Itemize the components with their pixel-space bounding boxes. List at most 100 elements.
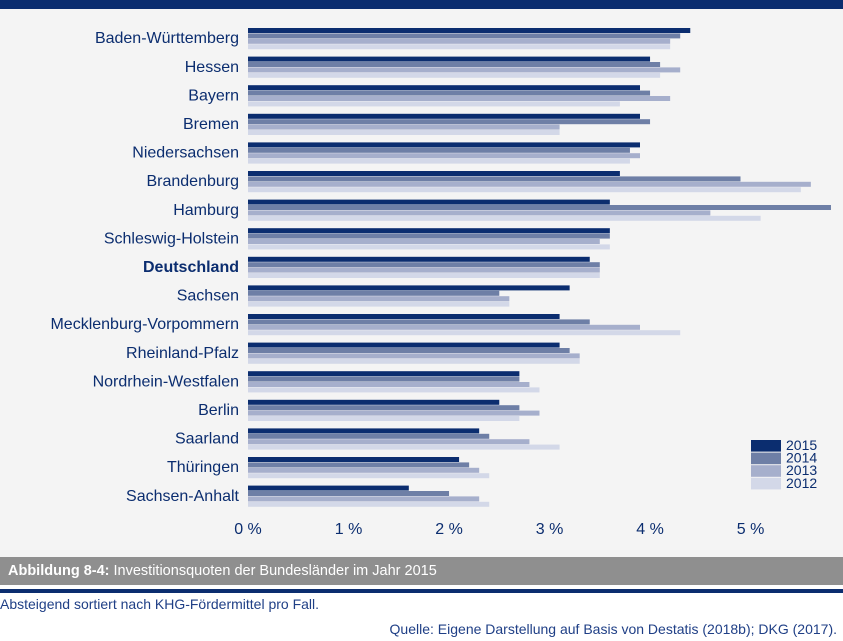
bar-deutschland-2015 bbox=[248, 256, 590, 262]
bar-bayern-2012 bbox=[248, 101, 620, 107]
bar-berlin-2013 bbox=[248, 410, 540, 416]
bar-rheinland-pfalz-2013 bbox=[248, 353, 580, 359]
bar-schleswig-holstein-2014 bbox=[248, 233, 610, 239]
bar-hessen-2015 bbox=[248, 56, 651, 62]
category-label-deutschland: Deutschland bbox=[143, 259, 239, 276]
bar-bremen-2015 bbox=[248, 113, 640, 119]
x-tick-label-5: 5 % bbox=[737, 521, 765, 538]
bar-thuringen-2014 bbox=[248, 462, 470, 468]
bar-mecklenburg-vorpommern-2012 bbox=[248, 330, 681, 336]
bar-niedersachsen-2013 bbox=[248, 153, 640, 159]
category-label-baden-wurttemberg: Baden-Württemberg bbox=[95, 30, 239, 47]
category-label-hessen: Hessen bbox=[185, 59, 239, 76]
legend-swatch-2015 bbox=[751, 440, 781, 452]
bar-baden-wurttemberg-2013 bbox=[248, 38, 671, 44]
bar-hessen-2013 bbox=[248, 67, 681, 73]
bar-thuringen-2012 bbox=[248, 473, 490, 479]
category-label-sachsen-anhalt: Sachsen-Anhalt bbox=[126, 488, 240, 505]
bar-schleswig-holstein-2012 bbox=[248, 244, 610, 250]
bar-rheinland-pfalz-2014 bbox=[248, 348, 570, 353]
category-label-thuringen: Thüringen bbox=[167, 459, 239, 476]
legend-swatch-2013 bbox=[751, 465, 781, 477]
caption-label: Abbildung 8-4: bbox=[8, 563, 110, 579]
bar-baden-wurttemberg-2012 bbox=[248, 44, 671, 50]
bar-niedersachsen-2014 bbox=[248, 147, 630, 153]
source-citation: Quelle: Eigene Darstellung auf Basis von… bbox=[389, 621, 837, 637]
bar-baden-wurttemberg-2014 bbox=[248, 33, 681, 39]
bar-sachsen-anhalt-2013 bbox=[248, 496, 480, 502]
bar-hessen-2012 bbox=[248, 72, 661, 78]
bar-hamburg-2014 bbox=[248, 205, 831, 210]
bar-saarland-2013 bbox=[248, 439, 530, 445]
category-label-brandenburg: Brandenburg bbox=[146, 173, 239, 190]
bar-niedersachsen-2015 bbox=[248, 142, 640, 148]
caption-rule bbox=[0, 589, 843, 593]
category-label-schleswig-holstein: Schleswig-Holstein bbox=[104, 230, 239, 247]
bar-nordrhein-westfalen-2012 bbox=[248, 387, 540, 393]
bar-baden-wurttemberg-2015 bbox=[248, 28, 691, 33]
bar-berlin-2014 bbox=[248, 405, 520, 411]
bar-brandenburg-2014 bbox=[248, 176, 741, 182]
bar-saarland-2012 bbox=[248, 444, 560, 450]
x-tick-label-3: 3 % bbox=[536, 521, 564, 538]
legend-swatch-2014 bbox=[751, 452, 781, 465]
category-label-mecklenburg-vorpommern: Mecklenburg-Vorpommern bbox=[50, 316, 239, 333]
caption-text: Investitionsquoten der Bundesländer im J… bbox=[109, 563, 437, 579]
x-tick-label-2: 2 % bbox=[435, 521, 463, 538]
bar-thuringen-2013 bbox=[248, 467, 480, 473]
category-label-sachsen: Sachsen bbox=[177, 288, 239, 305]
x-tick-label-0: 0 % bbox=[234, 521, 262, 538]
bar-thuringen-2015 bbox=[248, 457, 460, 462]
bar-sachsen-2013 bbox=[248, 296, 510, 302]
bar-deutschland-2012 bbox=[248, 273, 600, 278]
bar-saarland-2015 bbox=[248, 428, 480, 434]
legend-label-2012: 2012 bbox=[786, 475, 817, 491]
category-label-bremen: Bremen bbox=[183, 116, 239, 133]
bar-bayern-2014 bbox=[248, 90, 651, 96]
bar-sachsen-2012 bbox=[248, 301, 510, 307]
bar-bremen-2013 bbox=[248, 124, 560, 130]
legend-label-2013: 2013 bbox=[786, 462, 817, 478]
top-accent-bar bbox=[0, 0, 843, 9]
bar-bremen-2012 bbox=[248, 130, 560, 135]
bar-sachsen-anhalt-2015 bbox=[248, 485, 409, 491]
bar-rheinland-pfalz-2012 bbox=[248, 358, 580, 364]
bar-hamburg-2012 bbox=[248, 215, 761, 221]
category-label-berlin: Berlin bbox=[198, 402, 239, 419]
bar-berlin-2012 bbox=[248, 416, 520, 421]
bar-niedersachsen-2012 bbox=[248, 158, 630, 164]
sort-note: Absteigend sortiert nach KHG-Fördermitte… bbox=[0, 596, 320, 612]
bar-sachsen-2014 bbox=[248, 290, 500, 296]
bar-mecklenburg-vorpommern-2013 bbox=[248, 324, 640, 330]
category-label-bayern: Bayern bbox=[188, 87, 239, 104]
x-tick-label-1: 1 % bbox=[335, 521, 363, 538]
bar-bremen-2014 bbox=[248, 119, 651, 125]
bar-deutschland-2013 bbox=[248, 267, 600, 273]
bar-brandenburg-2015 bbox=[248, 171, 620, 176]
bar-sachsen-anhalt-2012 bbox=[248, 501, 490, 507]
bar-brandenburg-2012 bbox=[248, 187, 801, 193]
category-label-niedersachsen: Niedersachsen bbox=[132, 145, 239, 162]
bar-saarland-2014 bbox=[248, 433, 490, 439]
bar-mecklenburg-vorpommern-2015 bbox=[248, 314, 560, 319]
bar-bayern-2015 bbox=[248, 85, 640, 91]
bar-rheinland-pfalz-2015 bbox=[248, 342, 560, 348]
bar-hessen-2014 bbox=[248, 62, 661, 67]
legend-swatch-2012 bbox=[751, 477, 781, 490]
bar-bayern-2013 bbox=[248, 96, 671, 101]
bar-schleswig-holstein-2013 bbox=[248, 239, 600, 244]
bar-nordrhein-westfalen-2015 bbox=[248, 371, 520, 377]
bar-nordrhein-westfalen-2014 bbox=[248, 376, 520, 382]
category-label-rheinland-pfalz: Rheinland-Pfalz bbox=[126, 345, 239, 362]
figure-caption: Abbildung 8-4: Investitionsquoten der Bu… bbox=[0, 557, 843, 585]
category-label-saarland: Saarland bbox=[175, 431, 239, 448]
bar-mecklenburg-vorpommern-2014 bbox=[248, 319, 590, 325]
legend-label-2015: 2015 bbox=[786, 437, 817, 453]
bar-hamburg-2015 bbox=[248, 199, 610, 205]
bar-chart: Baden-Württemberg Hessen Bayern Bremen Niede… bbox=[50, 28, 831, 538]
bar-brandenburg-2013 bbox=[248, 181, 811, 187]
category-label-hamburg: Hamburg bbox=[173, 202, 239, 219]
bar-schleswig-holstein-2015 bbox=[248, 228, 610, 234]
category-label-nordrhein-westfalen: Nordrhein-Westfalen bbox=[93, 373, 239, 390]
bar-sachsen-2015 bbox=[248, 285, 570, 291]
